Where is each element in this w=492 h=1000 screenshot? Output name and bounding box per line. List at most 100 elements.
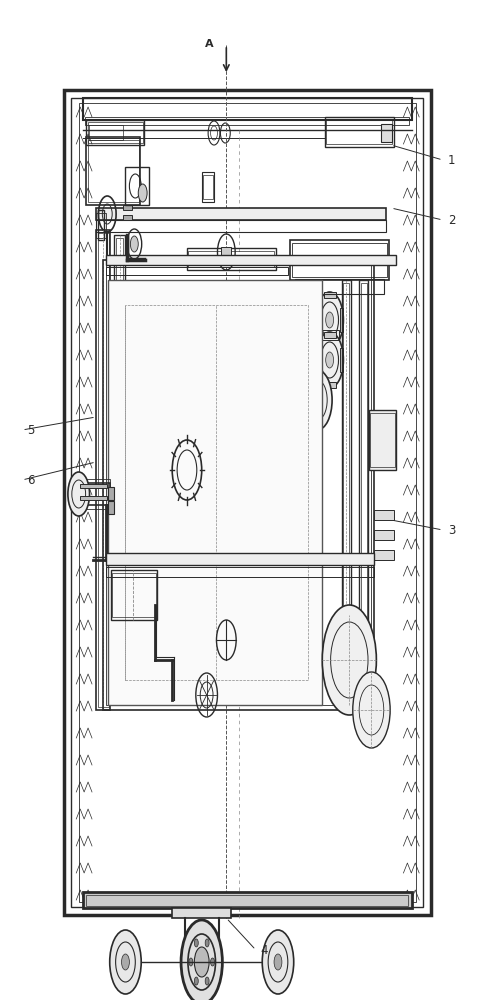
- Circle shape: [181, 920, 222, 1000]
- Bar: [340, 308, 343, 332]
- Bar: [187, 248, 276, 270]
- Bar: [86, 120, 144, 145]
- Circle shape: [326, 352, 334, 368]
- Circle shape: [194, 947, 209, 977]
- Bar: [125, 305, 308, 680]
- Bar: [203, 175, 213, 199]
- Bar: [88, 140, 139, 202]
- Bar: [89, 125, 123, 140]
- Text: 1: 1: [448, 153, 455, 166]
- Bar: [106, 255, 396, 265]
- Bar: [369, 410, 396, 470]
- Bar: [112, 573, 156, 617]
- Bar: [343, 283, 349, 707]
- Bar: [324, 292, 336, 298]
- Bar: [295, 279, 384, 294]
- Bar: [291, 348, 294, 372]
- Circle shape: [138, 184, 147, 202]
- Bar: [324, 342, 336, 348]
- Bar: [116, 238, 123, 547]
- Circle shape: [110, 930, 141, 994]
- Bar: [342, 280, 351, 710]
- Circle shape: [130, 236, 138, 252]
- Bar: [316, 308, 319, 332]
- Bar: [80, 496, 107, 500]
- Bar: [64, 90, 430, 915]
- Bar: [221, 247, 231, 257]
- Circle shape: [205, 939, 209, 947]
- Bar: [108, 487, 114, 500]
- Bar: [86, 137, 140, 205]
- Bar: [299, 332, 311, 338]
- Bar: [96, 208, 386, 220]
- Text: 6: 6: [27, 474, 34, 487]
- Bar: [108, 280, 322, 705]
- Text: 5: 5: [27, 424, 34, 436]
- Bar: [71, 98, 423, 907]
- Text: 4: 4: [261, 944, 268, 956]
- Bar: [108, 501, 114, 514]
- Circle shape: [301, 312, 309, 328]
- Bar: [374, 550, 394, 560]
- Bar: [374, 510, 394, 520]
- Circle shape: [205, 977, 209, 985]
- Bar: [85, 117, 409, 125]
- Bar: [106, 567, 374, 577]
- Bar: [96, 213, 106, 238]
- Bar: [123, 215, 132, 220]
- Circle shape: [303, 370, 332, 430]
- Bar: [111, 570, 157, 620]
- Bar: [361, 283, 367, 707]
- Circle shape: [316, 292, 343, 348]
- Bar: [96, 230, 110, 710]
- Bar: [316, 348, 319, 372]
- Circle shape: [353, 672, 390, 748]
- Bar: [125, 167, 149, 205]
- Bar: [370, 413, 395, 467]
- Bar: [202, 172, 214, 202]
- Circle shape: [211, 958, 215, 966]
- Bar: [96, 220, 386, 232]
- Bar: [316, 348, 319, 372]
- Circle shape: [326, 312, 334, 328]
- Bar: [103, 260, 374, 710]
- Circle shape: [189, 958, 193, 966]
- Circle shape: [291, 292, 319, 348]
- Bar: [299, 342, 311, 348]
- Bar: [98, 233, 109, 707]
- Bar: [79, 103, 416, 902]
- Bar: [324, 382, 336, 388]
- Bar: [295, 330, 339, 340]
- Bar: [172, 908, 231, 918]
- Bar: [374, 530, 394, 540]
- Bar: [80, 484, 107, 488]
- Bar: [326, 120, 392, 144]
- Circle shape: [194, 939, 198, 947]
- Bar: [98, 210, 104, 240]
- Bar: [340, 348, 343, 372]
- Bar: [123, 205, 132, 210]
- Circle shape: [316, 332, 343, 388]
- Bar: [86, 895, 408, 906]
- Bar: [291, 308, 294, 332]
- Bar: [316, 308, 319, 332]
- Circle shape: [122, 954, 129, 970]
- Bar: [106, 265, 371, 705]
- Bar: [88, 122, 143, 143]
- Bar: [324, 332, 336, 338]
- Bar: [106, 267, 288, 275]
- Text: 2: 2: [448, 214, 455, 227]
- Circle shape: [262, 930, 294, 994]
- Bar: [325, 117, 394, 147]
- Circle shape: [274, 954, 282, 970]
- Circle shape: [322, 605, 376, 715]
- Circle shape: [194, 977, 198, 985]
- Bar: [188, 251, 274, 267]
- Bar: [106, 553, 374, 565]
- Bar: [359, 280, 368, 710]
- Text: 3: 3: [448, 524, 455, 536]
- Bar: [381, 124, 392, 142]
- Bar: [114, 235, 125, 550]
- Text: A: A: [205, 39, 214, 49]
- Circle shape: [68, 472, 90, 516]
